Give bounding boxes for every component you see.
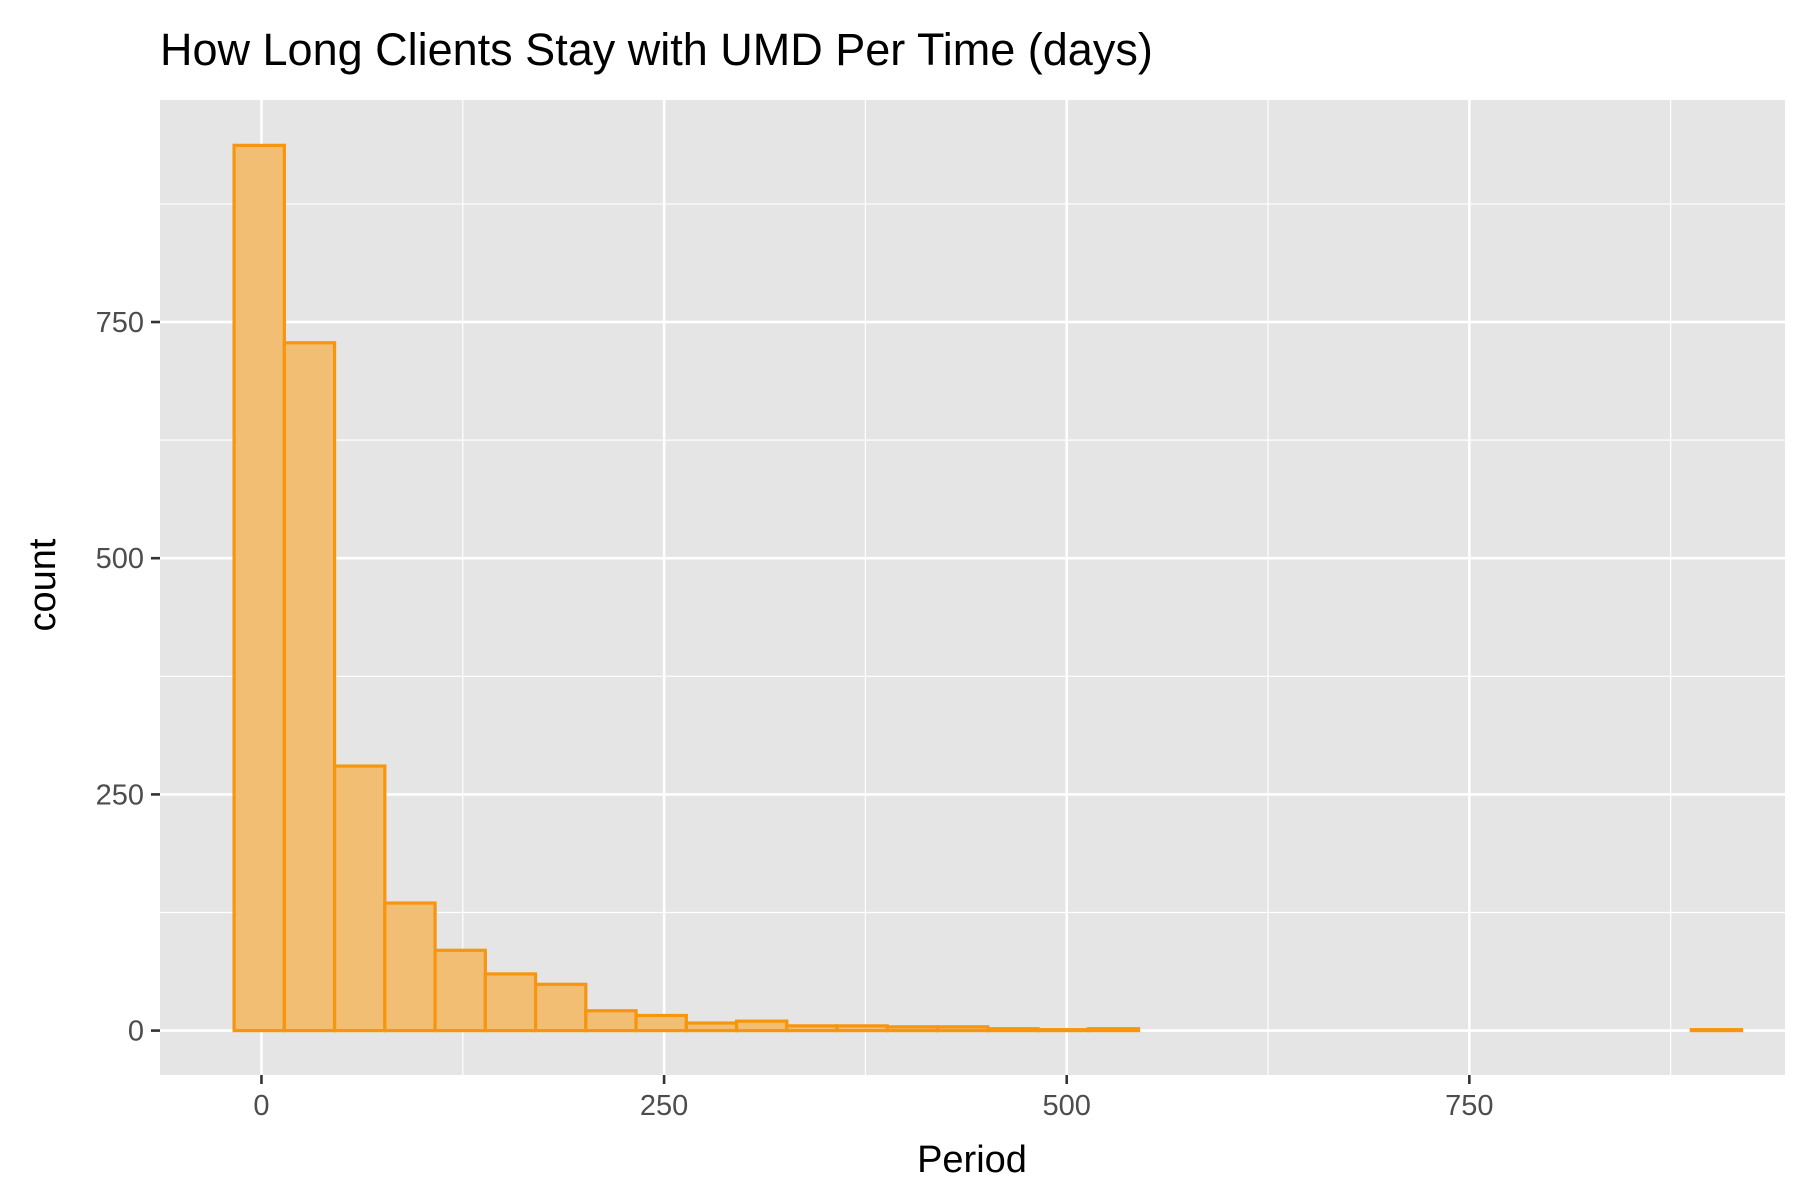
histogram-bar xyxy=(1689,1028,1744,1033)
minor-gridlines xyxy=(160,100,1785,1075)
histogram-bar xyxy=(634,1013,688,1033)
histogram-bar xyxy=(332,764,387,1033)
histogram-bars xyxy=(232,143,1744,1033)
histogram-bar xyxy=(584,1009,638,1033)
histogram-bar xyxy=(835,1024,889,1033)
histogram-bar xyxy=(1036,1028,1090,1033)
x-tick-label: 250 xyxy=(640,1090,688,1122)
y-tick-label: 500 xyxy=(96,543,144,575)
histogram-bar xyxy=(684,1021,739,1033)
y-tick-label: 0 xyxy=(128,1016,144,1048)
histogram-bar xyxy=(282,341,337,1033)
x-tick-label: 500 xyxy=(1043,1090,1091,1122)
chart-title: How Long Clients Stay with UMD Per Time … xyxy=(160,24,1153,75)
x-tick-label: 750 xyxy=(1445,1090,1493,1122)
histogram-bar xyxy=(785,1024,839,1033)
histogram-bar xyxy=(483,972,538,1033)
histogram-bar xyxy=(1086,1027,1141,1033)
x-axis-title: Period xyxy=(917,1139,1027,1181)
histogram-bar xyxy=(533,982,588,1033)
histogram-bar xyxy=(935,1025,990,1033)
histogram-bar xyxy=(433,948,487,1033)
y-tick-label: 250 xyxy=(96,779,144,811)
histogram-bar xyxy=(383,901,437,1033)
x-axis: 0 250 500 750 xyxy=(253,1075,1494,1122)
y-axis: 0 250 500 750 xyxy=(96,307,160,1048)
y-axis-title: count xyxy=(22,538,64,631)
histogram-bar xyxy=(232,143,286,1033)
histogram-bar xyxy=(734,1019,789,1033)
histogram-bar xyxy=(986,1027,1040,1033)
x-tick-label: 0 xyxy=(253,1090,269,1122)
histogram-bar xyxy=(885,1025,940,1033)
y-tick-label: 750 xyxy=(96,307,144,339)
